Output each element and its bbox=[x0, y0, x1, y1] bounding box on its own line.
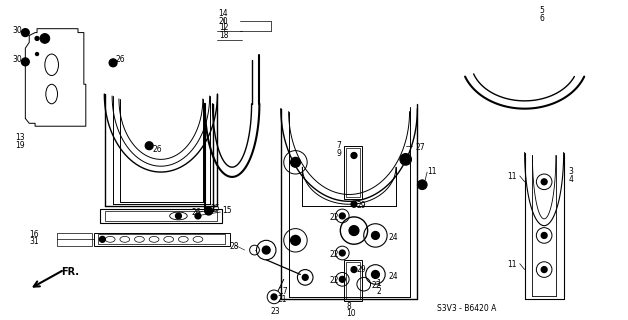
Text: 2: 2 bbox=[376, 287, 381, 296]
Text: 18: 18 bbox=[219, 31, 229, 40]
Text: 17: 17 bbox=[278, 287, 288, 296]
Circle shape bbox=[541, 179, 547, 185]
Text: 11: 11 bbox=[507, 260, 517, 269]
Bar bbox=[57, 233, 92, 246]
Circle shape bbox=[291, 157, 300, 167]
Text: S3V3 - B6420 A: S3V3 - B6420 A bbox=[437, 304, 496, 313]
Circle shape bbox=[351, 153, 357, 158]
Circle shape bbox=[349, 226, 359, 236]
Text: 11: 11 bbox=[507, 172, 517, 181]
Text: 6: 6 bbox=[539, 14, 544, 23]
Circle shape bbox=[541, 267, 547, 273]
Text: 30: 30 bbox=[13, 26, 23, 35]
Circle shape bbox=[175, 213, 181, 219]
Circle shape bbox=[351, 201, 357, 207]
Circle shape bbox=[40, 34, 50, 43]
Circle shape bbox=[351, 267, 357, 273]
Circle shape bbox=[205, 207, 212, 215]
Circle shape bbox=[541, 233, 547, 238]
Text: 4: 4 bbox=[568, 175, 573, 184]
Text: 19: 19 bbox=[16, 141, 25, 150]
Text: 26: 26 bbox=[115, 55, 125, 64]
Circle shape bbox=[372, 232, 379, 239]
Circle shape bbox=[339, 213, 345, 219]
Text: 22: 22 bbox=[372, 281, 381, 290]
Text: 21: 21 bbox=[278, 295, 288, 304]
Text: 8: 8 bbox=[346, 302, 351, 311]
Text: 26: 26 bbox=[152, 145, 162, 154]
Text: 31: 31 bbox=[30, 237, 39, 246]
Text: 1: 1 bbox=[376, 279, 381, 288]
Text: 16: 16 bbox=[30, 229, 39, 239]
Bar bbox=[106, 211, 217, 221]
Text: 15: 15 bbox=[222, 206, 232, 215]
Text: 22: 22 bbox=[330, 213, 339, 222]
Bar bbox=[100, 209, 222, 223]
Bar bbox=[346, 262, 360, 299]
Text: 14: 14 bbox=[219, 9, 228, 18]
Circle shape bbox=[21, 58, 30, 66]
Circle shape bbox=[339, 276, 345, 282]
Text: 24: 24 bbox=[388, 233, 398, 242]
Text: 30: 30 bbox=[13, 55, 23, 64]
Text: 7: 7 bbox=[337, 141, 341, 150]
Bar bbox=[94, 233, 230, 246]
Text: 25: 25 bbox=[210, 204, 220, 213]
Text: 22: 22 bbox=[330, 250, 339, 259]
Circle shape bbox=[35, 36, 39, 40]
Circle shape bbox=[400, 154, 411, 165]
Text: 28: 28 bbox=[229, 242, 239, 251]
Text: 24: 24 bbox=[388, 272, 398, 281]
Text: 12: 12 bbox=[219, 23, 229, 32]
Bar bbox=[344, 146, 362, 199]
Text: 22: 22 bbox=[330, 276, 339, 285]
Bar bbox=[344, 260, 362, 301]
Text: 20: 20 bbox=[219, 17, 228, 26]
Text: 5: 5 bbox=[539, 6, 544, 15]
Circle shape bbox=[109, 59, 117, 67]
Text: 23: 23 bbox=[270, 307, 279, 316]
Text: 29: 29 bbox=[357, 265, 367, 274]
Circle shape bbox=[339, 250, 345, 256]
Bar bbox=[99, 235, 225, 244]
Text: 26: 26 bbox=[191, 208, 201, 217]
Circle shape bbox=[418, 180, 427, 190]
Circle shape bbox=[263, 246, 270, 254]
Text: 9: 9 bbox=[337, 149, 341, 158]
Circle shape bbox=[99, 236, 106, 242]
Circle shape bbox=[145, 142, 153, 150]
Text: 3: 3 bbox=[568, 167, 573, 176]
Circle shape bbox=[372, 270, 379, 278]
Text: 27: 27 bbox=[416, 143, 425, 152]
Circle shape bbox=[195, 213, 201, 219]
Text: 11: 11 bbox=[427, 167, 436, 176]
Circle shape bbox=[271, 294, 277, 300]
Circle shape bbox=[21, 29, 30, 36]
Text: 10: 10 bbox=[346, 308, 356, 317]
Circle shape bbox=[291, 236, 300, 245]
Text: 29: 29 bbox=[357, 201, 367, 210]
Bar bbox=[346, 148, 360, 197]
Text: FR.: FR. bbox=[62, 267, 79, 277]
Circle shape bbox=[302, 275, 308, 280]
Circle shape bbox=[36, 52, 38, 55]
Text: 13: 13 bbox=[16, 133, 25, 142]
